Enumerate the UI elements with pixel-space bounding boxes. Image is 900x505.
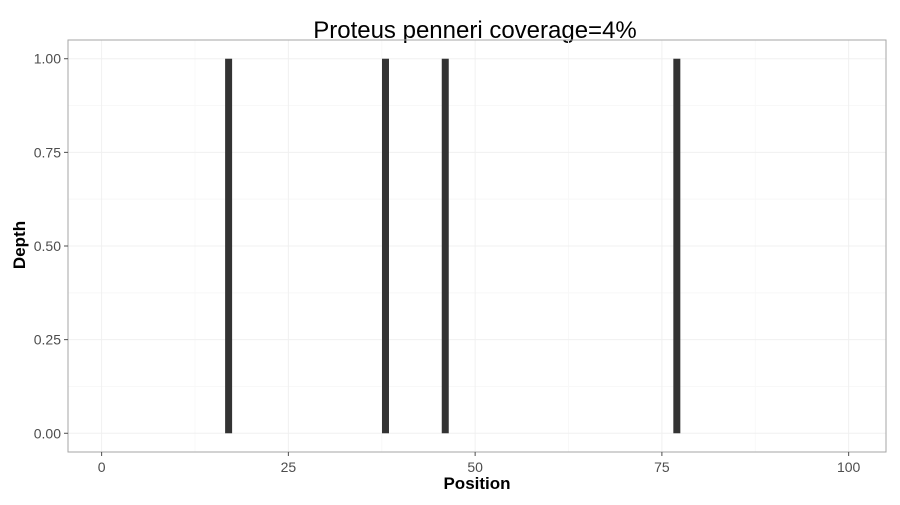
x-tick-label: 0 bbox=[98, 459, 106, 475]
grid-layer bbox=[68, 40, 886, 452]
bar-layer bbox=[225, 58, 681, 434]
depth-bar bbox=[441, 58, 449, 434]
depth-bar bbox=[381, 58, 389, 434]
x-axis-label: Position bbox=[443, 474, 510, 493]
y-tick-label: 0.25 bbox=[34, 332, 61, 348]
y-tick-label: 1.00 bbox=[34, 51, 61, 67]
axis-layer: 0 25 50 75 100 0.00 0.25 0.50 0.75 1.00 bbox=[34, 51, 861, 475]
depth-bar bbox=[673, 58, 681, 434]
y-axis-label: Depth bbox=[10, 221, 29, 269]
y-tick-label: 0.75 bbox=[34, 144, 61, 160]
x-tick-label: 50 bbox=[467, 459, 483, 475]
x-tick-label: 100 bbox=[837, 459, 861, 475]
y-tick-label: 0.50 bbox=[34, 238, 61, 254]
depth-bar bbox=[225, 58, 233, 434]
y-tick-label: 0.00 bbox=[34, 425, 61, 441]
x-tick-label: 75 bbox=[654, 459, 670, 475]
x-tick-label: 25 bbox=[281, 459, 297, 475]
